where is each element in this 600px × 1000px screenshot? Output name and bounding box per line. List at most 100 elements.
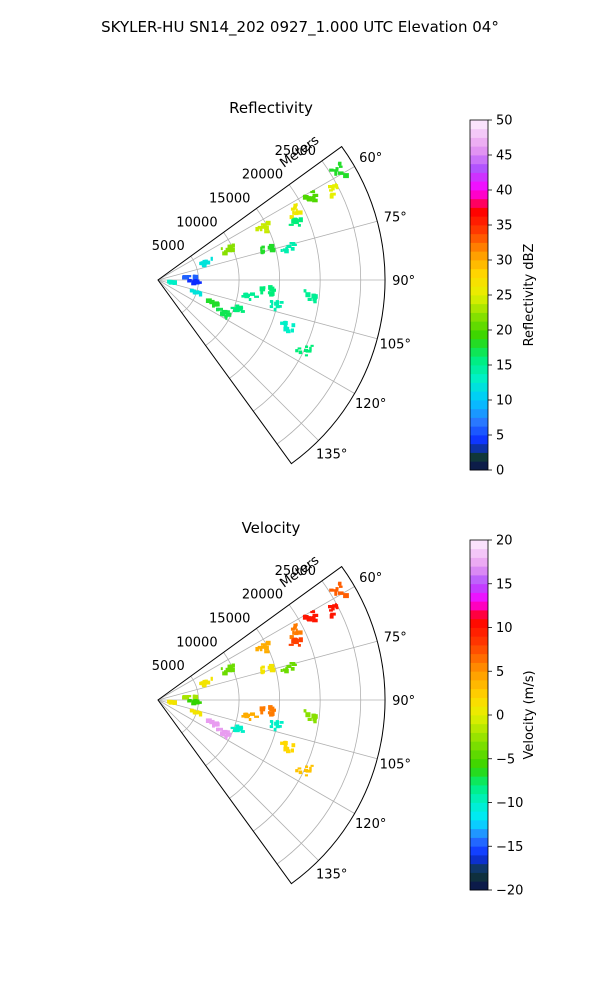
velocity-azimuth-tick-label: 60° xyxy=(359,571,382,586)
velocity-colorbar-tick-label: −10 xyxy=(496,796,523,811)
velocity-echo-7 xyxy=(260,663,276,675)
reflectivity-range-ring-20000 xyxy=(253,184,321,412)
velocity-echo-4 xyxy=(288,637,303,647)
reflectivity-echo-3 xyxy=(329,161,349,179)
reflectivity-echo-14 xyxy=(205,298,220,308)
velocity-range-ring-20000 xyxy=(253,604,321,832)
reflectivity-echo-0 xyxy=(302,190,319,203)
velocity-azimuth-tick-label: 120° xyxy=(355,817,386,832)
velocity-range-tick-label: 15000 xyxy=(209,612,250,627)
reflectivity-range-tick-label: 5000 xyxy=(152,239,185,254)
velocity-range-tick-label: 10000 xyxy=(176,635,217,650)
velocity-echo-6 xyxy=(220,663,235,676)
velocity-echo-0 xyxy=(302,610,319,623)
reflectivity-colorbar-tick-label: 50 xyxy=(496,114,513,129)
velocity-colorbar-tick-label: 5 xyxy=(496,665,504,680)
velocity-echo-13 xyxy=(189,708,203,717)
reflectivity-azimuth-tick-label: 90° xyxy=(392,274,415,289)
velocity-echo-10 xyxy=(182,694,199,700)
reflectivity-echo-11 xyxy=(187,278,202,286)
reflectivity-azimuth-spoke-75 xyxy=(157,220,378,281)
reflectivity-echo-20 xyxy=(280,320,296,334)
reflectivity-colorbar-tick-label: 35 xyxy=(496,219,513,234)
reflectivity-colorbar-tick-label: 25 xyxy=(496,289,513,304)
velocity-echo-5 xyxy=(255,640,271,654)
velocity-echo-21 xyxy=(295,764,314,777)
reflectivity-colorbar-tick-label: 40 xyxy=(496,184,513,199)
reflectivity-echo-21 xyxy=(295,344,314,357)
figure-title: SKYLER-HU SN14_202 0927_1.000 UTC Elevat… xyxy=(101,18,499,37)
reflectivity-range-ring-5000 xyxy=(181,255,199,314)
velocity-range-tick-label: 5000 xyxy=(152,659,185,674)
velocity-colorbar: −20 −15 −10 −5 0 5 10 15 20 Velocity (m/s) xyxy=(469,534,537,899)
velocity-azimuth-spoke-120 xyxy=(157,699,355,814)
reflectivity-colorbar-label: Reflectivity dBZ xyxy=(522,244,537,347)
reflectivity-azimuth-tick-label: 135° xyxy=(316,448,347,463)
velocity-echo-14 xyxy=(205,718,220,728)
reflectivity-azimuth-tick-label: 60° xyxy=(359,151,382,166)
reflectivity-range-tick-label: 25000 xyxy=(275,144,316,159)
velocity-colorbar-tick-label: −5 xyxy=(496,752,515,767)
reflectivity-echo-19 xyxy=(269,300,284,312)
reflectivity-azimuth-tick-label: 75° xyxy=(384,210,407,225)
reflectivity-echo-15 xyxy=(216,307,232,320)
reflectivity-echo-8 xyxy=(280,242,297,254)
velocity-azimuth-spoke-135 xyxy=(157,699,319,861)
reflectivity-sector-outline xyxy=(157,145,386,465)
reflectivity-echo-7 xyxy=(260,243,276,255)
reflectivity-panel: Reflectivity500010000150002000025000Mete… xyxy=(152,99,537,479)
reflectivity-echo-2 xyxy=(328,183,339,199)
reflectivity-colorbar-tick-label: 30 xyxy=(496,254,513,269)
velocity-colorbar-tick-label: 20 xyxy=(496,534,513,549)
reflectivity-echo-4 xyxy=(288,217,303,227)
reflectivity-range-tick-label: 10000 xyxy=(176,215,217,230)
reflectivity-colorbar-tick-label: 5 xyxy=(496,429,504,444)
reflectivity-echo-18 xyxy=(259,285,276,297)
reflectivity-range-ring-25000 xyxy=(276,160,362,445)
reflectivity-echo-22 xyxy=(303,289,318,304)
reflectivity-echo-17 xyxy=(241,292,259,301)
velocity-echo-1 xyxy=(289,623,303,640)
velocity-azimuth-spoke-75 xyxy=(157,640,378,701)
velocity-colorbar-tick-label: −15 xyxy=(496,840,523,855)
velocity-range-tick-label: 25000 xyxy=(275,564,316,579)
reflectivity-range-tick-label: 20000 xyxy=(242,168,283,183)
reflectivity-colorbar-tick-label: 15 xyxy=(496,359,513,374)
velocity-echo-9 xyxy=(199,676,213,688)
velocity-azimuth-tick-label: 75° xyxy=(384,630,407,645)
velocity-azimuth-tick-label: 90° xyxy=(392,694,415,709)
reflectivity-colorbar-tick-label: 10 xyxy=(496,394,513,409)
velocity-echo-22 xyxy=(303,709,318,724)
velocity-range-ring-5000 xyxy=(181,675,199,734)
reflectivity-title: Reflectivity xyxy=(229,99,313,117)
velocity-echo-3 xyxy=(329,581,349,599)
reflectivity-echo-12 xyxy=(167,279,177,285)
velocity-echo-17 xyxy=(241,712,259,721)
velocity-colorbar-label: Velocity (m/s) xyxy=(522,670,537,759)
velocity-azimuth-tick-label: 105° xyxy=(380,758,411,773)
velocity-echo-15 xyxy=(216,727,232,740)
reflectivity-echo-13 xyxy=(189,288,203,297)
reflectivity-azimuth-spoke-135 xyxy=(157,279,319,441)
velocity-colorbar-tick-label: 10 xyxy=(496,621,513,636)
reflectivity-echo-9 xyxy=(199,256,213,268)
velocity-colorbar-tick-label: −20 xyxy=(496,884,523,899)
velocity-echo-20 xyxy=(280,740,296,754)
velocity-echo-12 xyxy=(167,699,177,705)
velocity-colorbar-tick-label: 15 xyxy=(496,577,513,592)
reflectivity-range-tick-label: 15000 xyxy=(209,192,250,207)
velocity-title: Velocity xyxy=(242,519,301,537)
reflectivity-colorbar: 0 5 10 15 20 25 30 35 40 45 50 Reflectivity dBZ xyxy=(469,114,537,479)
velocity-range-ring-25000 xyxy=(276,580,362,865)
reflectivity-azimuth-spoke-120 xyxy=(157,279,355,394)
velocity-sector-outline xyxy=(157,565,386,885)
velocity-colorbar-tick-label: 0 xyxy=(496,709,504,724)
reflectivity-azimuth-tick-label: 105° xyxy=(380,338,411,353)
reflectivity-colorbar-tick-label: 20 xyxy=(496,324,513,339)
velocity-echo-16 xyxy=(230,724,245,733)
reflectivity-colorbar-tick-label: 45 xyxy=(496,149,513,164)
velocity-echo-2 xyxy=(328,603,339,619)
velocity-azimuth-spoke-60 xyxy=(157,586,355,701)
